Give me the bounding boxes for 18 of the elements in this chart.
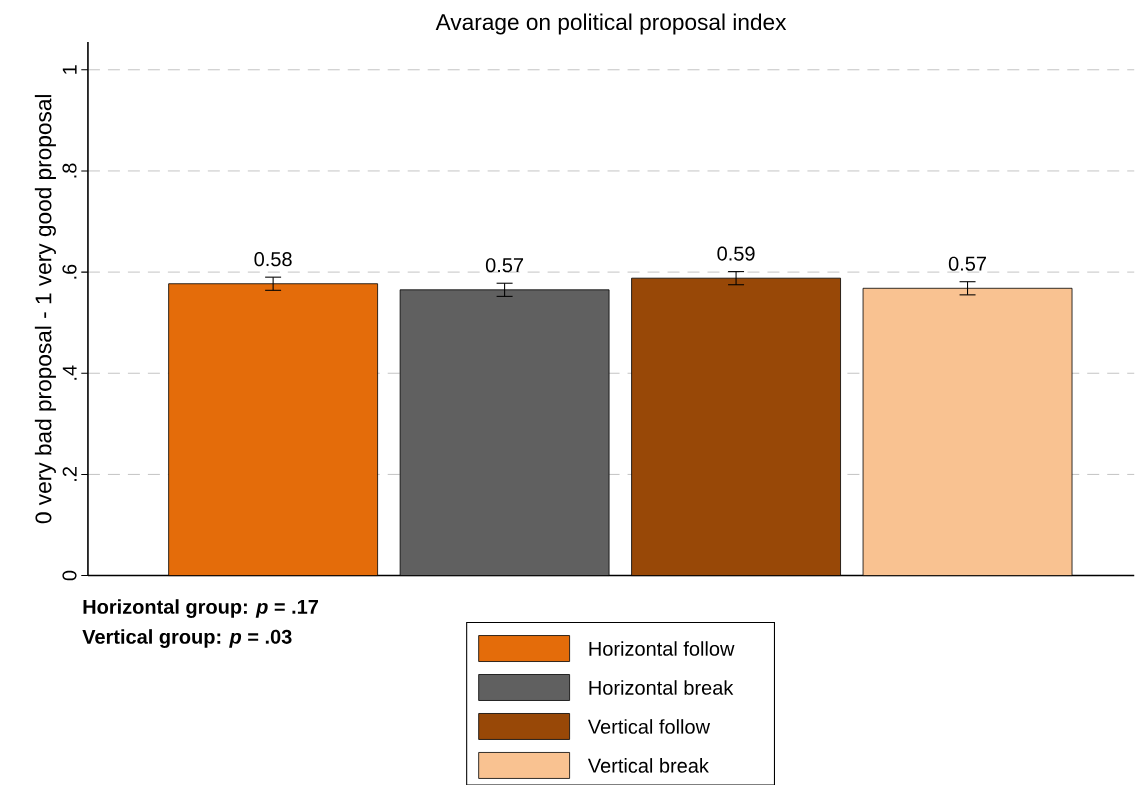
data-label: 0.57 [948,256,986,271]
legend-label: Horizontal follow [589,640,735,656]
legend-label: Horizontal break [589,679,734,695]
y-axis-title: 0 very bad proposal - 1 very good proposal [34,94,56,523]
y-tick-label: 1 [62,64,77,74]
chart-title: Avarage on political proposal index [435,13,787,35]
data-label: 0.57 [485,257,524,273]
text: Vertical group: p = .03 [82,628,292,648]
y-tick-label: .2 [62,466,77,481]
legend-label: Vertical follow [587,718,711,734]
y-tick-label: .4 [62,365,77,380]
data-label: 0.59 [717,246,755,261]
text: Horizontal group: p = .17 [83,598,319,618]
data-label: 0.58 [254,251,292,266]
y-tick-label: .6 [62,264,77,279]
legend-label: Vertical break [587,757,709,773]
y-tick-label: 0 [62,570,77,581]
y-tick-label: .8 [62,163,77,178]
